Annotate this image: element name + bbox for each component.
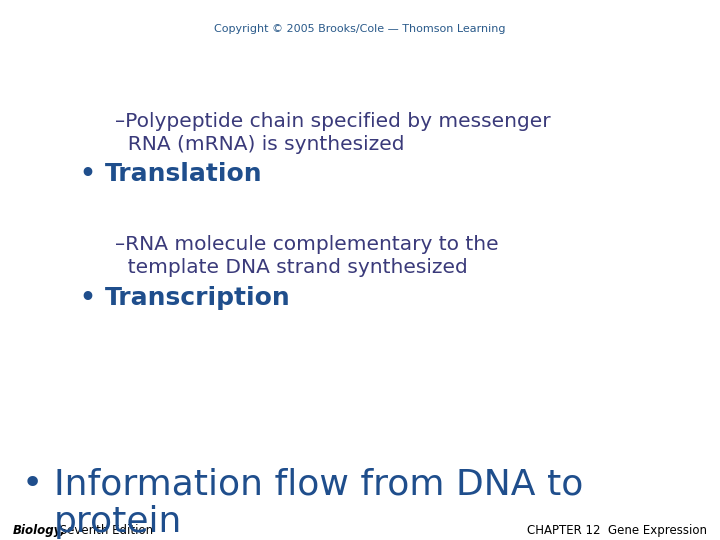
Text: Copyright © 2005 Brooks/Cole — Thomson Learning: Copyright © 2005 Brooks/Cole — Thomson L… xyxy=(215,24,505,35)
Text: Information flow from DNA to
protein: Information flow from DNA to protein xyxy=(54,467,583,539)
Text: Seventh Edition: Seventh Edition xyxy=(56,524,153,537)
Text: –RNA molecule complementary to the
  template DNA strand synthesized: –RNA molecule complementary to the templ… xyxy=(115,235,499,276)
Text: Biology,: Biology, xyxy=(13,524,66,537)
Text: CHAPTER 12  Gene Expression: CHAPTER 12 Gene Expression xyxy=(527,524,707,537)
Text: Transcription: Transcription xyxy=(104,286,290,310)
Text: •: • xyxy=(22,467,43,501)
Text: Translation: Translation xyxy=(104,162,262,186)
Text: –Polypeptide chain specified by messenger
  RNA (mRNA) is synthesized: –Polypeptide chain specified by messenge… xyxy=(115,112,551,153)
Text: •: • xyxy=(79,162,95,186)
Text: •: • xyxy=(79,286,95,310)
